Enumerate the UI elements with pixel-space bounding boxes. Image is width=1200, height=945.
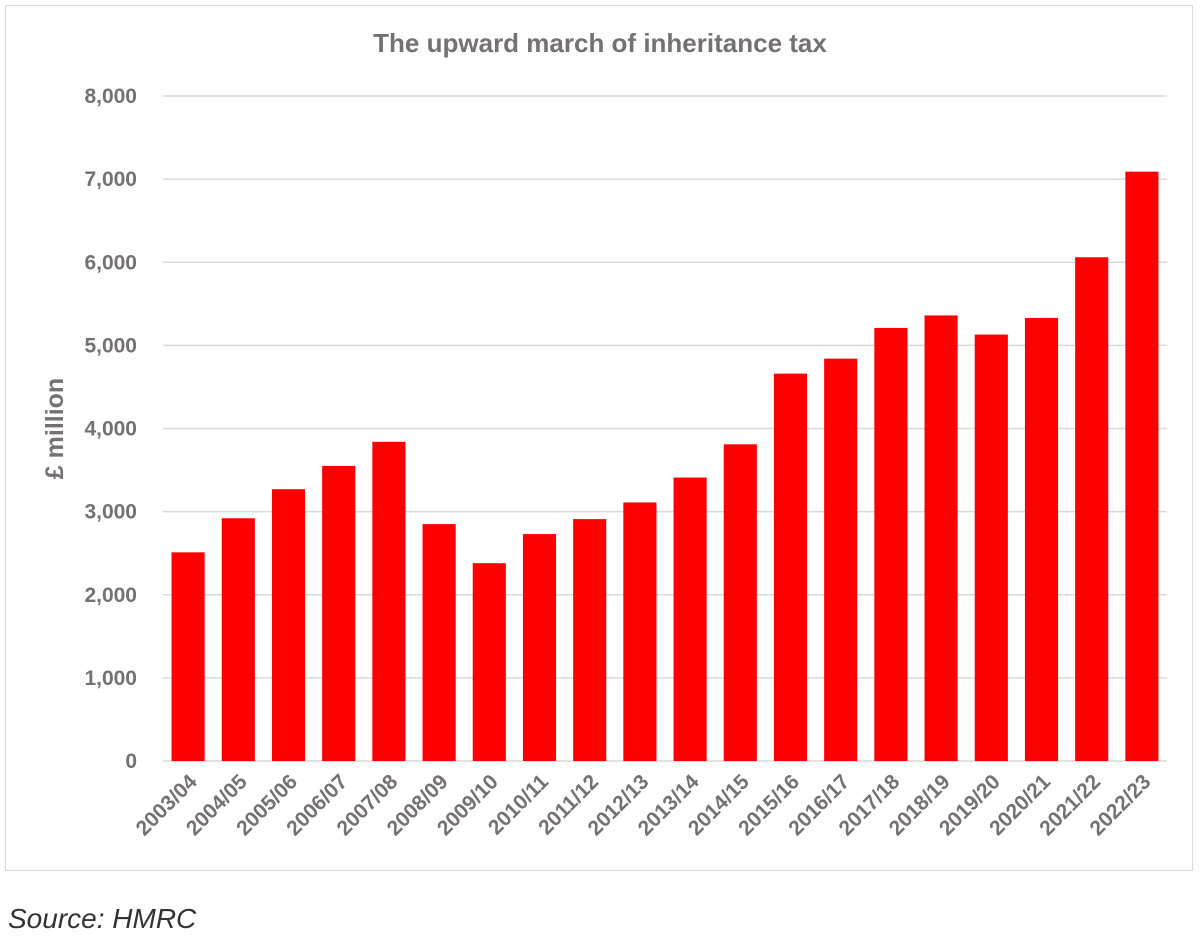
bar <box>221 518 255 761</box>
y-tick-label: 2,000 <box>84 584 137 607</box>
chart-title: The upward march of inheritance tax <box>373 28 827 58</box>
bar <box>522 534 557 761</box>
y-tick-label: 7,000 <box>84 168 137 191</box>
bar <box>271 489 306 761</box>
bar <box>673 477 707 761</box>
bar <box>623 502 657 761</box>
bar <box>924 315 958 761</box>
bar-chart: 0 1,000 2,000 3,000 4,000 5,000 6,000 7,000 8,00… <box>41 85 1167 840</box>
y-tick-label: 6,000 <box>84 251 137 274</box>
bar <box>372 441 406 761</box>
bar <box>773 373 808 761</box>
bar <box>874 327 908 761</box>
bar <box>422 524 456 761</box>
y-tick-label: 0 <box>125 750 137 773</box>
bar <box>723 444 757 761</box>
bar <box>1075 257 1109 761</box>
chart-frame <box>5 5 1193 871</box>
source-note: Source: HMRC <box>8 903 197 934</box>
bar <box>322 465 356 761</box>
y-tick-label: 4,000 <box>84 418 137 441</box>
bar <box>472 563 506 761</box>
y-tick-label: 5,000 <box>84 334 137 357</box>
y-tick-label: 3,000 <box>84 501 137 524</box>
y-tick-label: 8,000 <box>84 85 137 108</box>
bar <box>1125 171 1159 762</box>
bar <box>573 519 607 761</box>
bar <box>171 552 205 761</box>
bar <box>1024 317 1059 761</box>
bar <box>974 334 1008 761</box>
y-axis-label: £ million <box>41 378 69 479</box>
bar <box>824 358 858 761</box>
y-tick-label: 1,000 <box>84 667 137 690</box>
